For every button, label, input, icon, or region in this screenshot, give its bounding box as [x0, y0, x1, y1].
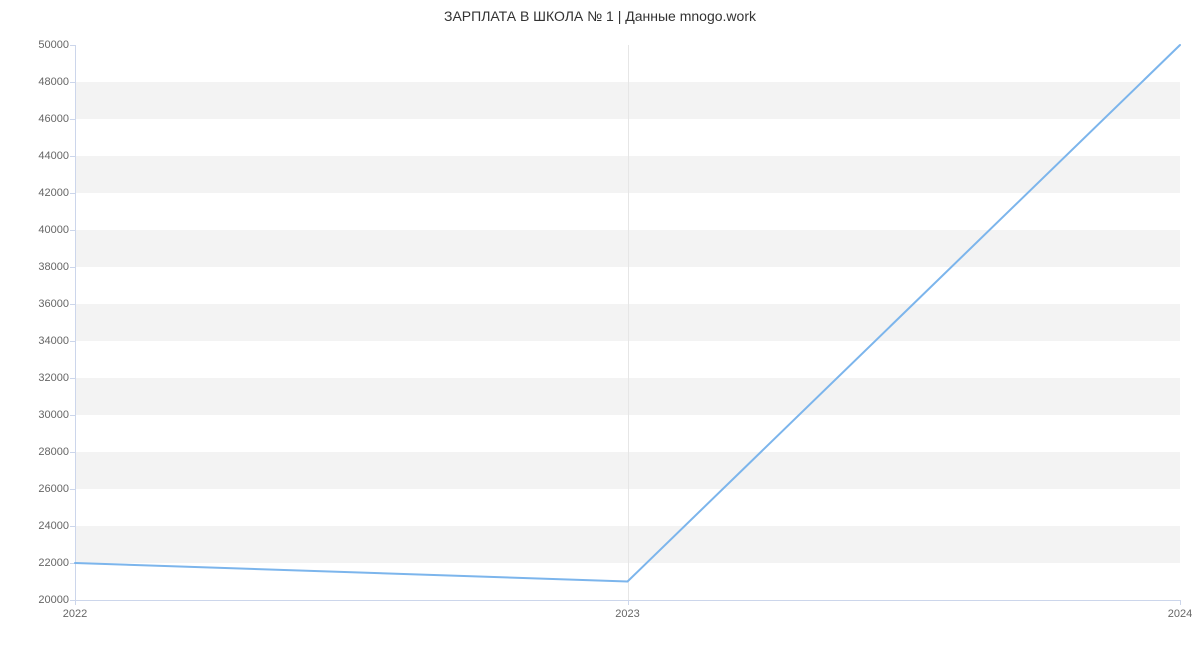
y-axis-tick-label: 36000 — [38, 298, 69, 310]
y-axis-tick-label: 24000 — [38, 520, 69, 532]
series-line-salary — [75, 45, 1180, 582]
series-layer — [75, 45, 1180, 600]
y-axis-tick-label: 32000 — [38, 372, 69, 384]
y-axis-tick-label: 20000 — [38, 594, 69, 606]
y-axis-tick-label: 34000 — [38, 335, 69, 347]
y-axis-tick-label: 38000 — [38, 261, 69, 273]
x-axis-tick-label: 2024 — [1168, 608, 1192, 620]
salary-line-chart: ЗАРПЛАТА В ШКОЛА № 1 | Данные mnogo.work… — [0, 0, 1200, 650]
x-axis-tick-label: 2022 — [63, 608, 87, 620]
y-axis-tick-label: 46000 — [38, 113, 69, 125]
x-axis-tick-mark — [1180, 600, 1181, 605]
y-axis-tick-label: 42000 — [38, 187, 69, 199]
y-axis-tick-label: 50000 — [38, 39, 69, 51]
y-axis-tick-label: 48000 — [38, 76, 69, 88]
y-axis-tick-label: 28000 — [38, 446, 69, 458]
plot-area: 2000022000240002600028000300003200034000… — [75, 45, 1180, 600]
x-axis-tick-label: 2023 — [615, 608, 639, 620]
y-axis-tick-label: 26000 — [38, 483, 69, 495]
x-axis-line — [75, 600, 1180, 601]
y-axis-tick-label: 44000 — [38, 150, 69, 162]
chart-title: ЗАРПЛАТА В ШКОЛА № 1 | Данные mnogo.work — [0, 8, 1200, 24]
y-axis-tick-label: 22000 — [38, 557, 69, 569]
y-axis-tick-label: 30000 — [38, 409, 69, 421]
y-axis-tick-label: 40000 — [38, 224, 69, 236]
